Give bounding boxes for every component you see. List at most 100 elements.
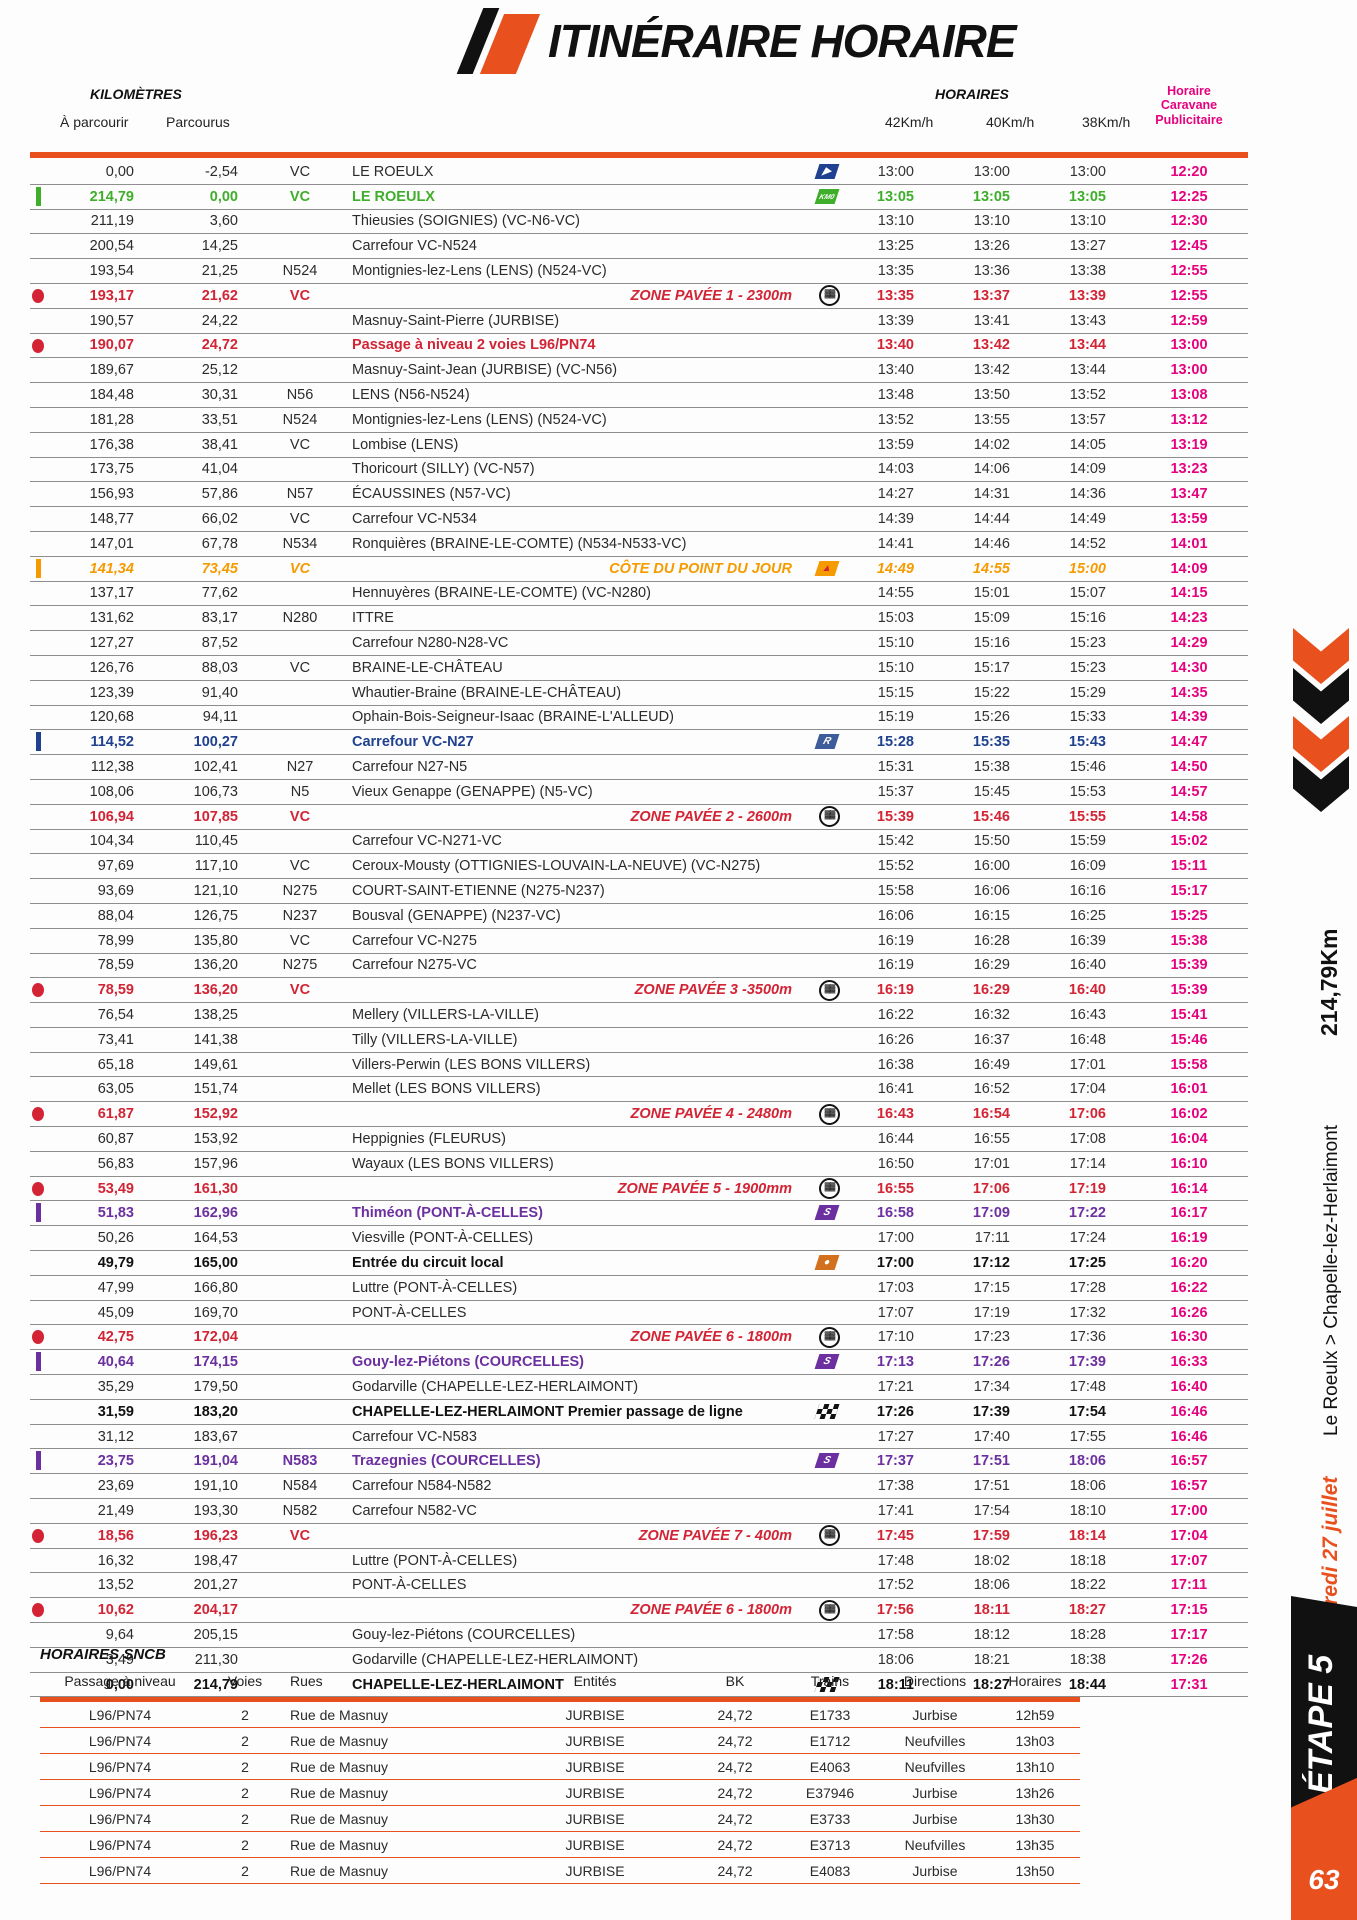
sidebar-distance: 214,79Km (1316, 928, 1342, 1036)
time-40kmh: 17:23 (973, 1329, 1010, 1346)
time-40kmh: 15:45 (973, 783, 1010, 800)
time-42kmh: 16:22 (877, 1006, 914, 1023)
time-40kmh: 17:34 (973, 1378, 1010, 1395)
km-parcourus: 87,52 (201, 635, 238, 652)
km-a-parcourir: 193,17 (89, 287, 134, 304)
time-caravane: 14:09 (1170, 560, 1208, 577)
sncb-train: E1733 (809, 1706, 851, 1723)
itinerary-row: 23,69 191,10 N584 Carrefour N584-N582 17:38 1… (30, 1474, 1248, 1500)
km-a-parcourir: 211,19 (90, 213, 134, 230)
sidebar-etape: ÉTAPE 5 (1302, 1654, 1340, 1794)
km-parcourus: 117,10 (194, 858, 238, 875)
time-38kmh: 13:52 (1069, 387, 1106, 404)
km-a-parcourir: 61,87 (97, 1106, 134, 1123)
sncb-title: HORAIRES SNCB (40, 1646, 166, 1663)
itinerary-row: 106,94 107,85 VC ZONE PAVÉE 2 - 2600m ▓▓ 15:3… (30, 805, 1248, 830)
page-header: ITINÉRAIRE HORAIRE (0, 6, 1357, 86)
time-42kmh: 16:26 (877, 1031, 914, 1048)
location-label: ZONE PAVÉE 2 - 2600m (630, 808, 792, 825)
km-a-parcourir: 40,64 (97, 1354, 134, 1371)
km-a-parcourir: 181,28 (89, 411, 134, 428)
time-42kmh: 17:00 (877, 1230, 914, 1247)
sncb-entite: JURBISE (565, 1706, 625, 1723)
itinerary-row: 189,67 25,12 Masnuy-Saint-Jean (JURBISE) (… (30, 358, 1248, 384)
itinerary-row: 123,39 91,40 Whautier-Braine (BRAINE-LE-CH… (30, 681, 1248, 706)
sncb-col-header: Horaires (1008, 1673, 1062, 1689)
time-42kmh: 17:45 (876, 1527, 914, 1544)
itinerary-row: 211,19 3,60 Thieusies (SOIGNIES) (VC-N6-VC… (30, 210, 1248, 235)
itinerary-table: 0,00 -2,54 VC LE ROEULX ▶ 13:00 13:00 13:00 12:2… (30, 160, 1248, 1698)
location-label: Mellet (LES BONS VILLERS) (352, 1081, 541, 1098)
km-parcourus: 164,53 (193, 1230, 238, 1247)
km-a-parcourir: 173,75 (89, 461, 134, 478)
km-a-parcourir: 31,59 (97, 1403, 134, 1420)
time-40kmh: 14:55 (972, 560, 1010, 577)
km-a-parcourir: 200,54 (89, 238, 134, 255)
time-caravane: 14:01 (1170, 535, 1208, 552)
time-42kmh: 14:39 (877, 511, 914, 528)
time-38kmh: 13:39 (1068, 287, 1106, 304)
time-38kmh: 13:05 (1068, 188, 1106, 205)
pave-icon: ▓▓ (798, 1599, 848, 1621)
time-40kmh: 15:16 (973, 635, 1010, 652)
location-label: Entrée du circuit local (352, 1254, 504, 1271)
km-a-parcourir: 120,68 (89, 709, 134, 726)
time-42kmh: 14:41 (877, 535, 914, 552)
location-label: Carrefour N27-N5 (352, 759, 468, 776)
route-code: VC (289, 982, 311, 999)
time-42kmh: 16:58 (876, 1205, 914, 1222)
location-label: Thieusies (SOIGNIES) (VC-N6-VC) (352, 213, 581, 230)
page-number: 63 (1308, 1864, 1340, 1895)
itinerary-row: 42,75 172,04 ZONE PAVÉE 6 - 1800m ▓▓ 17:10 17… (30, 1325, 1248, 1351)
pave-icon: ▓▓ (798, 1525, 848, 1547)
sncb-voies: 2 (241, 1732, 249, 1749)
time-40kmh: 17:11 (974, 1230, 1010, 1247)
time-caravane: 16:33 (1170, 1354, 1208, 1371)
time-40kmh: 14:44 (973, 511, 1010, 528)
km-a-parcourir: 190,07 (89, 337, 134, 354)
location-label: LE ROEULX (352, 163, 434, 180)
itinerary-row: 78,59 136,20 VC ZONE PAVÉE 3 -3500m ▓▓ 16:19 1… (30, 978, 1248, 1004)
km-parcourus: 191,04 (193, 1453, 238, 1470)
time-40kmh: 13:42 (973, 362, 1010, 379)
time-38kmh: 15:53 (1069, 783, 1106, 800)
km-parcourus: 33,51 (201, 411, 238, 428)
time-42kmh: 16:55 (876, 1180, 914, 1197)
sncb-body: L96/PN74 2 Rue de Masnuy JURBISE 24,72 E1733 J… (40, 1702, 1080, 1884)
km-parcourus: 88,03 (201, 659, 238, 676)
sidebar: 214,79Km Le Roeulx > Chapelle-lez-Herlai… (1285, 0, 1357, 1920)
sncb-entite: JURBISE (565, 1836, 625, 1853)
time-caravane: 15:38 (1170, 932, 1208, 949)
km-a-parcourir: 137,17 (89, 585, 134, 602)
itinerary-row: 3,49 211,30 Godarville (CHAPELLE-LEZ-HERLA… (30, 1648, 1248, 1673)
time-38kmh: 15:43 (1068, 734, 1106, 751)
km-parcourus: 126,75 (193, 907, 238, 924)
km-a-parcourir: 190,57 (89, 312, 134, 329)
time-40kmh: 15:35 (972, 734, 1010, 751)
km-a-parcourir: 65,18 (97, 1056, 134, 1073)
sncb-rue: Rue de Masnuy (290, 1862, 389, 1879)
time-38kmh: 17:19 (1068, 1180, 1106, 1197)
time-40kmh: 15:50 (973, 833, 1010, 850)
location-label: Carrefour VC-N275 (352, 932, 477, 949)
itinerary-row: 114,52 100,27 Carrefour VC-N27 R 15:28 15:35 1… (30, 730, 1248, 756)
km-parcourus: 136,20 (193, 982, 238, 999)
km-parcourus: 193,30 (193, 1502, 238, 1519)
time-40kmh: 18:06 (973, 1577, 1010, 1594)
location-label: Godarville (CHAPELLE-LEZ-HERLAIMONT) (352, 1651, 639, 1668)
time-40kmh: 16:29 (973, 957, 1010, 974)
col-caravane: Horaire Caravane Publicitaire (1155, 84, 1223, 127)
km-parcourus: 157,96 (193, 1155, 238, 1172)
time-42kmh: 15:42 (877, 833, 914, 850)
time-38kmh: 15:23 (1069, 659, 1106, 676)
sncb-direction: Jurbise (912, 1810, 958, 1827)
itinerary-row: 193,17 21,62 VC ZONE PAVÉE 1 - 2300m ▓▓ 13:35… (30, 284, 1248, 309)
green-bar-marker (36, 186, 41, 206)
km-a-parcourir: 106,94 (89, 808, 134, 825)
sncb-section: HORAIRES SNCB Passage à niveau Voies Rues E… (40, 1646, 1080, 1884)
time-40kmh: 16:49 (973, 1056, 1010, 1073)
time-40kmh: 13:26 (973, 238, 1010, 255)
location-label: ZONE PAVÉE 5 - 1900mm (617, 1180, 792, 1197)
km-a-parcourir: 51,83 (97, 1205, 134, 1222)
time-42kmh: 18:11 (877, 1676, 914, 1693)
